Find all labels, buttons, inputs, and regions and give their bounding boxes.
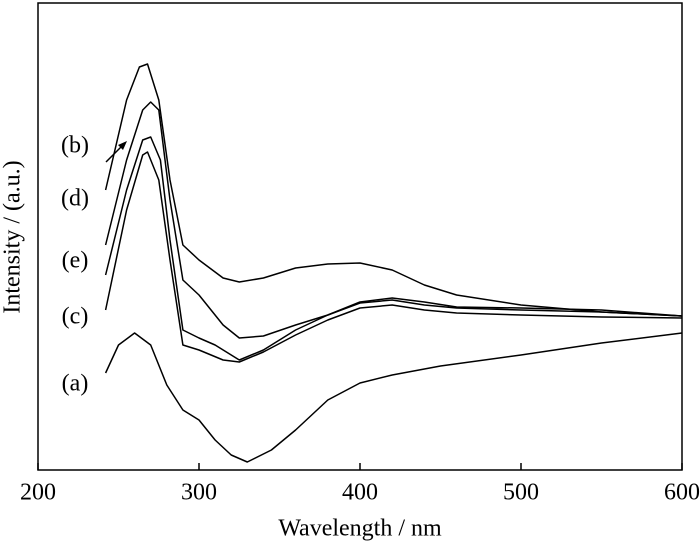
series-line — [104, 136, 683, 361]
series-label: (d) — [61, 186, 89, 212]
series-line — [104, 101, 683, 339]
series-label: (a) — [62, 371, 89, 397]
series-label: (e) — [62, 248, 89, 274]
series-label: (c) — [62, 304, 89, 330]
series-line — [104, 332, 683, 463]
x-tick-label: 300 — [181, 480, 217, 506]
x-axis-label: Wavelength / nm — [278, 516, 442, 542]
x-tick-label: 200 — [20, 480, 56, 506]
x-tick-label: 500 — [503, 480, 539, 506]
x-tick-label: 400 — [342, 480, 378, 506]
x-tick-label: 600 — [664, 480, 700, 506]
y-axis-label: Intensity / (a.u.) — [0, 160, 26, 313]
series-line — [104, 151, 683, 363]
plot-frame — [37, 2, 683, 471]
series-line — [104, 63, 683, 317]
series-label: (b) — [61, 133, 89, 159]
arrow-head — [118, 141, 127, 150]
